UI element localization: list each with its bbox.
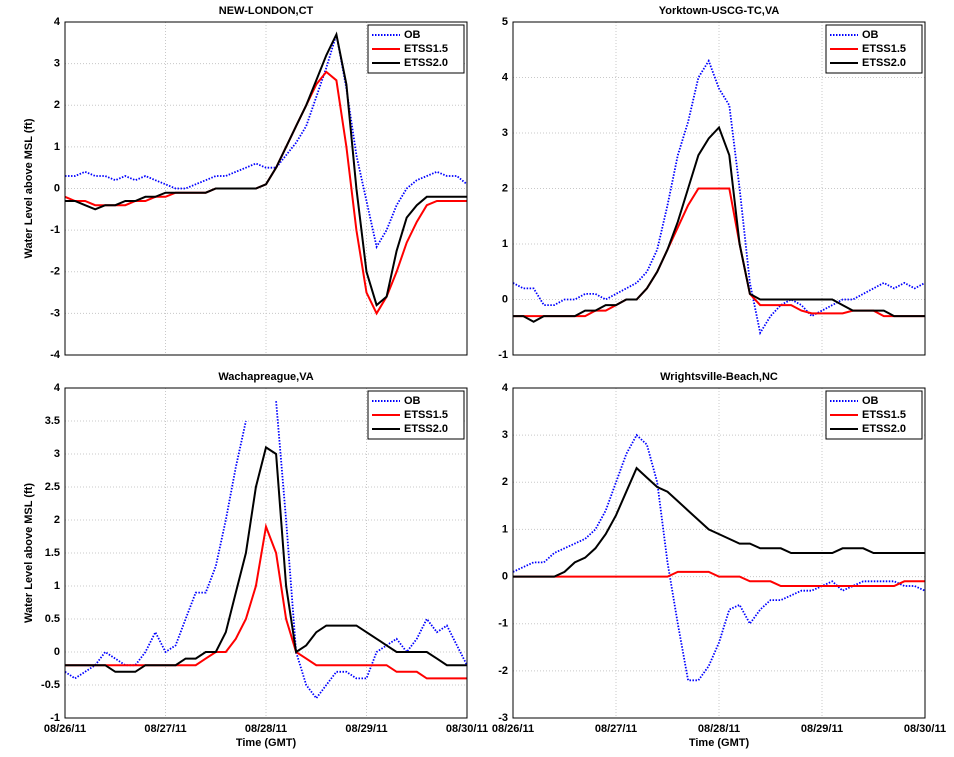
y-tick-label: -1 [498,618,508,630]
series-line [65,522,467,680]
y-axis-label: Water Level above MSL (ft) [23,483,35,623]
y-tick-label: 0.5 [45,613,60,625]
y-axis-label: Water Level above MSL (ft) [23,118,35,258]
plot: -1 -0.5 0 0.5 1 1.5 2 2.5 3 3.5 4 08/26/11 08/27/11 0… [23,371,488,749]
legend-label: ETSS2.0 [404,57,448,69]
series-line [65,31,467,307]
y-tick-label: -2 [498,665,508,677]
series-line [512,433,926,682]
y-tick-label: 4 [502,382,509,394]
x-tick-label: 08/27/11 [144,723,186,735]
x-tick-label: 08/26/11 [44,723,86,735]
legend-label: ETSS2.0 [404,423,448,435]
x-tick-label: 08/29/11 [345,723,387,735]
y-tick-label: 2 [54,99,60,111]
legend-label: ETSS2.0 [862,57,906,69]
y-tick-label: -1 [50,224,60,236]
y-tick-label: 4 [54,382,61,394]
plot-frame [64,387,468,719]
series-line [512,58,926,336]
y-tick-label: 2.5 [45,481,60,493]
plot-frame [64,21,468,356]
legend-label: ETSS1.5 [862,43,906,55]
y-tick-label: 1 [502,238,508,250]
legend-label: ETSS1.5 [404,43,448,55]
series-line [513,125,925,323]
y-tick-label: 3 [54,58,60,70]
x-axis-label: Time (GMT) [689,737,750,749]
legend-label: OB [404,395,421,407]
series-line [513,466,925,578]
y-tick-label: 2 [502,476,508,488]
y-tick-label: 2 [502,182,508,194]
chart-title: Wrightsville-Beach,NC [660,371,778,383]
legend-label: OB [404,29,421,41]
y-tick-label: -2 [50,266,60,278]
legend-label: ETSS2.0 [862,423,906,435]
legend: OB ETSS1.5 ETSS2.0 [825,24,923,74]
y-tick-label: -3 [498,712,508,724]
series-line [513,570,925,587]
series-line [65,445,467,673]
legend-label: ETSS1.5 [404,409,448,421]
y-tick-label: 1.5 [45,547,60,559]
chart-title: Yorktown-USCG-TC,VA [659,5,780,17]
x-tick-label: 08/29/11 [801,723,843,735]
y-tick-label: 1 [54,580,60,592]
y-tick-label: 4 [502,71,509,83]
y-tick-label: -1 [498,349,508,361]
plot-frame [512,387,926,719]
y-tick-label: 0 [54,646,60,658]
x-tick-label: 08/30/11 [904,723,946,735]
y-tick-label: 3 [54,448,60,460]
y-tick-label: -3 [50,307,60,319]
y-tick-label: -0.5 [41,679,60,691]
legend: OB ETSS1.5 ETSS2.0 [825,390,923,440]
y-tick-label: 2 [54,514,60,526]
x-tick-label: 08/28/11 [245,723,287,735]
plot: -1 0 1 2 3 4 5 Yorktown-USCG-TC,VA OB ETSS1.5 ETSS… [498,5,926,361]
y-tick-label: 0 [502,570,508,582]
legend-label: OB [862,29,879,41]
plot-frame [512,21,926,356]
y-tick-label: -4 [50,349,61,361]
plot: -3 -2 -1 0 1 2 3 4 08/26/11 08/27/11 08/28/11 08/29… [492,371,946,749]
y-tick-label: 4 [54,16,61,28]
y-tick-label: 1 [502,523,508,535]
legend: OB ETSS1.5 ETSS2.0 [367,390,465,440]
x-tick-label: 08/28/11 [698,723,740,735]
y-tick-label: 0 [502,293,508,305]
x-tick-label: 08/27/11 [595,723,637,735]
chart-title: NEW-LONDON,CT [219,5,314,17]
x-tick-label: 08/30/11 [446,723,488,735]
y-tick-label: 3 [502,127,508,139]
y-tick-label: 0 [54,182,60,194]
y-tick-label: 3.5 [45,415,60,427]
series-line [65,34,468,250]
plot: -4 -3 -2 -1 0 1 2 3 4 NEW-LONDON,CT Water Level ab… [23,5,468,361]
legend: OB ETSS1.5 ETSS2.0 [367,24,465,74]
x-tick-label: 08/26/11 [492,723,534,735]
y-tick-label: 3 [502,429,508,441]
y-tick-label: 1 [54,141,60,153]
legend-label: ETSS1.5 [862,409,906,421]
y-tick-label: -1 [50,712,60,724]
legend-label: OB [862,395,879,407]
chart-title: Wachapreague,VA [218,371,313,383]
y-tick-label: 5 [502,16,508,28]
x-axis-label: Time (GMT) [236,737,297,749]
